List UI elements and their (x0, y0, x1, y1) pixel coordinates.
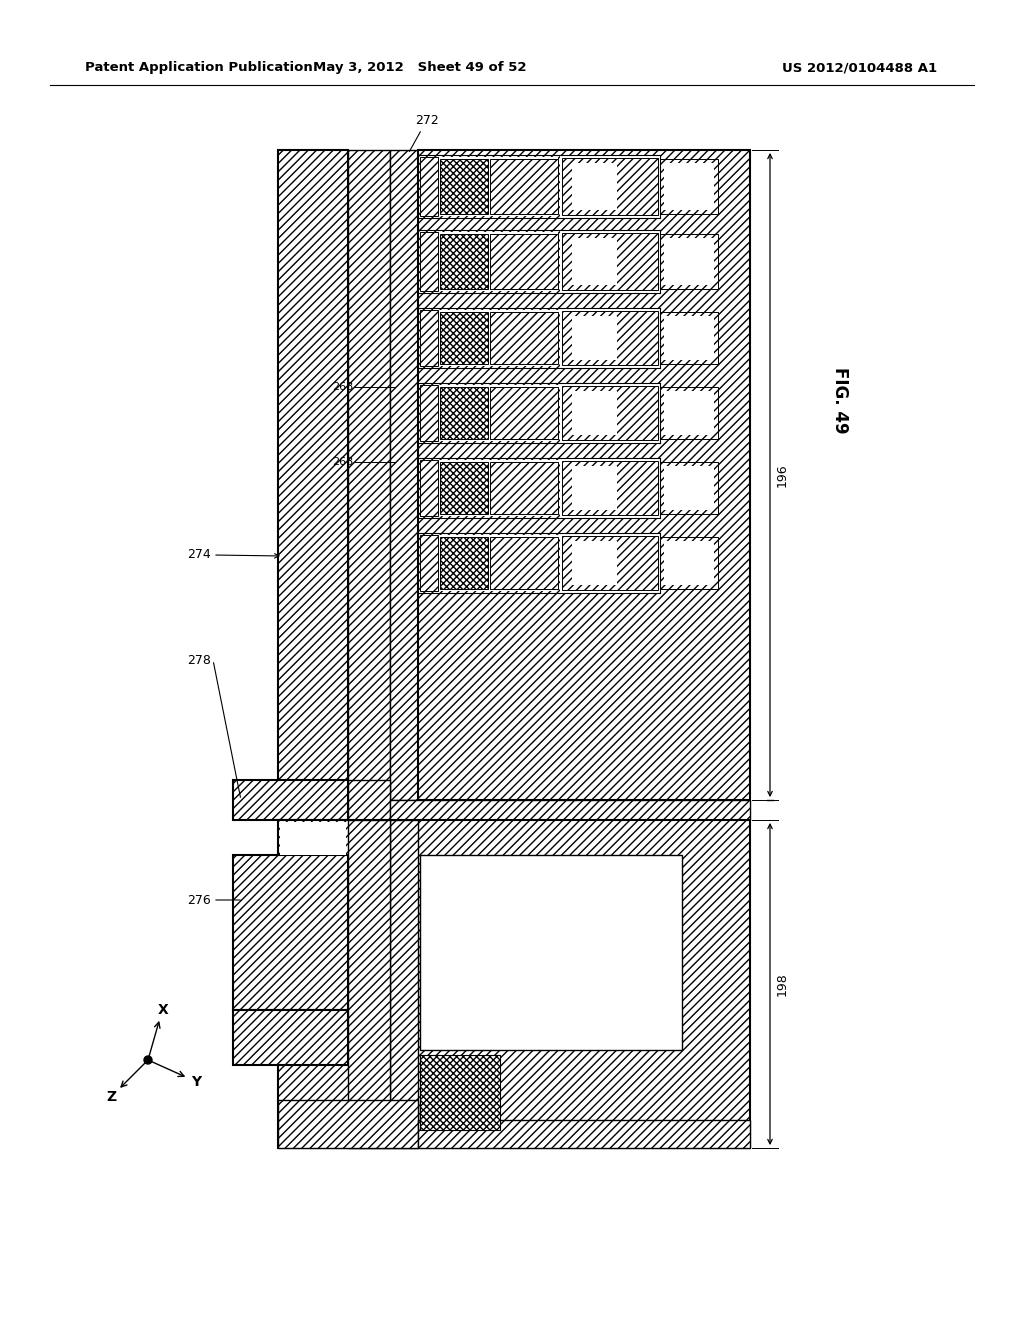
Text: Z: Z (105, 1090, 116, 1104)
Bar (418, 1119, 750, 1148)
Bar (490, 387, 558, 440)
Bar (490, 537, 558, 589)
Text: 276: 276 (187, 894, 211, 907)
Text: 268: 268 (332, 457, 353, 467)
Bar (572, 541, 617, 585)
Bar (560, 230, 660, 293)
Bar (562, 461, 658, 515)
Bar (420, 855, 682, 1049)
Text: FIG. 49: FIG. 49 (831, 367, 849, 433)
Bar (660, 462, 718, 513)
Bar (660, 537, 718, 589)
Bar (233, 855, 348, 1010)
Bar (420, 1055, 500, 1130)
Bar (572, 162, 617, 210)
Bar (572, 315, 617, 360)
Text: Patent Application Publication: Patent Application Publication (85, 62, 312, 74)
Bar (572, 391, 617, 436)
Bar (660, 312, 718, 364)
Bar (278, 150, 348, 800)
Bar (664, 466, 714, 510)
Bar (562, 385, 658, 440)
Bar (664, 391, 714, 436)
Text: 198: 198 (776, 972, 790, 995)
Bar (440, 537, 488, 589)
Bar (420, 310, 438, 366)
Bar (420, 459, 558, 516)
Bar (490, 462, 558, 513)
Bar (562, 158, 658, 215)
Bar (660, 387, 718, 440)
Bar (420, 385, 438, 441)
Text: Y: Y (190, 1074, 201, 1089)
Bar (440, 387, 488, 440)
Bar (440, 462, 488, 513)
Text: 196: 196 (776, 463, 790, 487)
Bar (420, 157, 558, 216)
Bar (440, 158, 488, 214)
Bar (664, 315, 714, 360)
Bar (660, 158, 718, 214)
Text: 274: 274 (187, 549, 211, 561)
Bar (420, 459, 438, 516)
Bar (562, 536, 658, 590)
Bar (560, 458, 660, 517)
Bar (664, 162, 714, 210)
Bar (420, 385, 558, 441)
Text: 268: 268 (332, 381, 353, 392)
Bar (572, 238, 617, 285)
Bar (348, 780, 390, 820)
Bar (560, 154, 660, 218)
Bar (560, 533, 660, 593)
Text: May 3, 2012   Sheet 49 of 52: May 3, 2012 Sheet 49 of 52 (313, 62, 526, 74)
Bar (440, 234, 488, 289)
Bar (562, 312, 658, 366)
Bar (560, 383, 660, 444)
Bar (664, 238, 714, 285)
Bar (348, 150, 390, 800)
Bar (233, 780, 348, 820)
Bar (278, 1100, 418, 1148)
Bar (390, 820, 418, 1148)
Bar (420, 232, 558, 290)
Bar (233, 1010, 348, 1065)
Bar (420, 157, 438, 216)
Bar (348, 820, 390, 1148)
Bar (660, 234, 718, 289)
Text: US 2012/0104488 A1: US 2012/0104488 A1 (782, 62, 937, 74)
Bar (420, 535, 438, 591)
Bar (490, 234, 558, 289)
Bar (280, 822, 346, 855)
Bar (420, 232, 438, 290)
Bar (390, 150, 418, 800)
Bar (560, 308, 660, 368)
Text: 272: 272 (410, 114, 438, 152)
Bar (278, 820, 750, 1148)
Bar (562, 234, 658, 290)
Bar (418, 150, 750, 800)
Bar (490, 158, 558, 214)
Circle shape (144, 1056, 152, 1064)
Bar (390, 800, 750, 820)
Bar (572, 466, 617, 510)
Text: 278: 278 (187, 653, 211, 667)
Text: X: X (158, 1003, 168, 1016)
Bar (490, 312, 558, 364)
Bar (664, 541, 714, 585)
Bar (420, 535, 558, 591)
Bar (440, 312, 488, 364)
Bar (420, 310, 558, 366)
